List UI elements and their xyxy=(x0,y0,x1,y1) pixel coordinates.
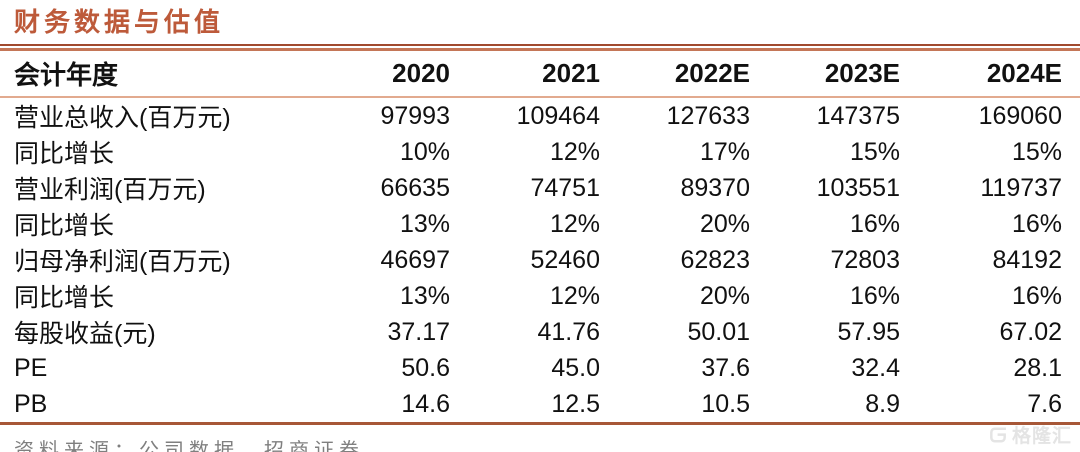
gelonghui-watermark: 格隆汇 xyxy=(988,421,1072,448)
table-cell: 20% xyxy=(699,281,750,310)
row-label: 同比增长 xyxy=(14,140,115,168)
table-cell: 15% xyxy=(849,137,900,166)
table-cell: 32.4 xyxy=(851,353,900,382)
table-cell: 89370 xyxy=(680,173,750,202)
table-cell: 12% xyxy=(549,281,600,310)
row-label: 营业总收入(百万元) xyxy=(14,104,231,132)
table-cell: 147375 xyxy=(816,101,900,130)
table-cell: 46697 xyxy=(380,245,450,274)
table-cell: 12% xyxy=(549,137,600,166)
header-cell-2024e: 2024E xyxy=(900,51,1080,98)
row-label: 营业利润(百万元) xyxy=(14,176,206,204)
header-cell-2022e: 2022E xyxy=(600,51,750,98)
table-cell: 12.5 xyxy=(450,386,600,425)
table-cell: 62823 xyxy=(680,245,750,274)
watermark-text: 格隆汇 xyxy=(1011,426,1072,447)
row-label: PE xyxy=(14,353,48,382)
table-cell: 16% xyxy=(1011,209,1062,238)
table-cell: 12% xyxy=(549,209,600,238)
header-cell-2020: 2020 xyxy=(300,51,450,98)
row-label: PB xyxy=(0,386,300,425)
table-cell: 84192 xyxy=(992,245,1062,274)
table-cell: 15% xyxy=(1011,137,1062,166)
table-cell: 10.5 xyxy=(600,386,750,425)
table-cell: 45.0 xyxy=(551,353,600,382)
row-label: 同比增长 xyxy=(14,284,115,312)
header-cell-fiscal-year: 会计年度 xyxy=(0,51,300,98)
title-rule-divider xyxy=(0,44,1080,51)
table-cell: 8.9 xyxy=(750,386,900,425)
financial-valuation-table: 会计年度 2020 2021 2022E 2023E 2024E 营业总收入(百… xyxy=(0,51,1080,425)
table-cell: 127633 xyxy=(666,101,750,130)
table-cell: 74751 xyxy=(530,173,600,202)
table-cell: 103551 xyxy=(816,173,900,202)
table-cell: 7.6 xyxy=(900,386,1080,425)
table-cell: 16% xyxy=(849,281,900,310)
gelonghui-g-icon xyxy=(988,425,1008,445)
table-cell: 109464 xyxy=(516,101,600,130)
table-cell: 97993 xyxy=(380,101,450,130)
table-cell: 41.76 xyxy=(537,317,600,346)
table-cell: 50.01 xyxy=(687,317,750,346)
table-header-row: 会计年度 2020 2021 2022E 2023E 2024E xyxy=(0,51,1080,98)
table-cell: 66635 xyxy=(380,173,450,202)
table-cell: 67.02 xyxy=(999,317,1062,346)
header-cell-2023e: 2023E xyxy=(750,51,900,98)
row-label: 同比增长 xyxy=(14,212,115,240)
table-cell: 14.6 xyxy=(300,386,450,425)
table-row-revenue-yoy: 同比增长 10% 12% 17% 15% 15% xyxy=(0,134,1080,170)
data-source-note: 资料来源：公司数据、招商证券 xyxy=(14,440,364,452)
page-title: 财务数据与估值 xyxy=(14,8,225,37)
table-cell: 16% xyxy=(849,209,900,238)
header-cell-2021: 2021 xyxy=(450,51,600,98)
table-row-pb: PB 14.6 12.5 10.5 8.9 7.6 xyxy=(0,386,1080,425)
table-row-operating-profit: 营业利润(百万元) 66635 74751 89370 103551 11973… xyxy=(0,170,1080,206)
table-row-pe: PE 50.6 45.0 37.6 32.4 28.1 xyxy=(0,350,1080,386)
table-cell: 37.17 xyxy=(387,317,450,346)
table-row-net-profit: 归母净利润(百万元) 46697 52460 62823 72803 84192 xyxy=(0,242,1080,278)
table-cell: 20% xyxy=(699,209,750,238)
table-cell: 50.6 xyxy=(401,353,450,382)
table-row-operating-profit-yoy: 同比增长 13% 12% 20% 16% 16% xyxy=(0,206,1080,242)
table-cell: 17% xyxy=(699,137,750,166)
table-row-net-profit-yoy: 同比增长 13% 12% 20% 16% 16% xyxy=(0,278,1080,314)
row-label: 归母净利润(百万元) xyxy=(14,248,231,276)
table-cell: 16% xyxy=(1011,281,1062,310)
table-cell: 169060 xyxy=(978,101,1062,130)
row-label: 每股收益(元) xyxy=(14,320,156,348)
table-row-eps: 每股收益(元) 37.17 41.76 50.01 57.95 67.02 xyxy=(0,314,1080,350)
table-row-total-revenue: 营业总收入(百万元) 97993 109464 127633 147375 16… xyxy=(0,97,1080,134)
table-cell: 119737 xyxy=(980,173,1062,202)
table-cell: 37.6 xyxy=(701,353,750,382)
table-cell: 10% xyxy=(399,137,450,166)
table-cell: 28.1 xyxy=(1013,353,1062,382)
table-cell: 13% xyxy=(399,209,450,238)
table-cell: 52460 xyxy=(530,245,600,274)
table-cell: 13% xyxy=(399,281,450,310)
table-cell: 72803 xyxy=(830,245,900,274)
table-cell: 57.95 xyxy=(837,317,900,346)
